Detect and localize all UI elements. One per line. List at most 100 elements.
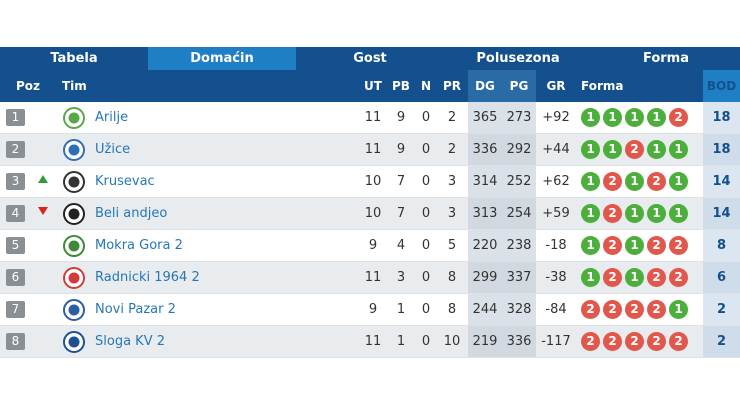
cell-gr: +44 (542, 142, 570, 157)
form-win-badge: 1 (581, 236, 600, 255)
form-loss-badge: 2 (603, 332, 622, 351)
team-name-link[interactable]: Užice (95, 142, 131, 157)
table-row: 8 Sloga KV 2 11 1 0 10 219 336 -117 2 2 2 2 2 2 (0, 326, 740, 358)
cell-dg: 244 (468, 294, 502, 326)
position-badge: 3 (6, 173, 25, 190)
table-row: 6 Radnicki 1964 2 11 3 0 8 299 337 -38 1 2 1 2 2 6 (0, 262, 740, 294)
form-loss-badge: 2 (603, 204, 622, 223)
form-win-badge: 1 (581, 268, 600, 287)
header-pb: PB (392, 79, 410, 93)
cell-n: 0 (421, 238, 431, 253)
cell-gr: +92 (542, 110, 570, 125)
tab-gost[interactable]: Gost (296, 47, 444, 70)
cell-pb: 7 (396, 174, 406, 189)
team-name-link[interactable]: Novi Pazar 2 (95, 302, 176, 317)
form-loss-badge: 2 (647, 172, 666, 191)
form-win-badge: 1 (625, 204, 644, 223)
team-name-link[interactable]: Beli andjeo (95, 206, 168, 221)
header-pr: PR (442, 79, 462, 93)
team-name-link[interactable]: Radnicki 1964 2 (95, 270, 200, 285)
cell-ut: 11 (364, 142, 382, 157)
tab-polusezona[interactable]: Polusezona (444, 47, 592, 70)
cell-pg: 328 (502, 294, 536, 326)
cell-ut: 11 (364, 110, 382, 125)
form-loss-badge: 2 (647, 300, 666, 319)
cell-ut: 10 (364, 174, 382, 189)
table-row: 5 Mokra Gora 2 9 4 0 5 220 238 -18 1 2 1 2 2 8 (0, 230, 740, 262)
tab-tabela[interactable]: Tabela (0, 47, 148, 70)
points-cell: 2 (703, 326, 740, 358)
tab-domacin[interactable]: Domaćin (148, 47, 296, 70)
header-tim: Tim (62, 79, 87, 93)
points-cell: 14 (703, 166, 740, 198)
form-loss-badge: 2 (581, 332, 600, 351)
form-win-badge: 1 (669, 204, 688, 223)
position-badge: 2 (6, 141, 25, 158)
team-logo-icon (63, 171, 85, 193)
form-loss-badge: 2 (647, 268, 666, 287)
cell-gr: +59 (542, 206, 570, 221)
cell-dg: 220 (468, 230, 502, 262)
form-loss-badge: 2 (669, 332, 688, 351)
position-badge: 1 (6, 109, 25, 126)
cell-pb: 9 (396, 110, 406, 125)
cell-pb: 3 (396, 270, 406, 285)
team-name-link[interactable]: Sloga KV 2 (95, 334, 165, 349)
cell-n: 0 (421, 142, 431, 157)
form-loss-badge: 2 (625, 300, 644, 319)
form-loss-badge: 2 (669, 268, 688, 287)
cell-ut: 10 (364, 206, 382, 221)
cell-dg: 314 (468, 166, 502, 198)
form-loss-badge: 2 (647, 332, 666, 351)
trend-up-icon (38, 175, 48, 183)
points-cell: 18 (703, 102, 740, 134)
cell-pb: 4 (396, 238, 406, 253)
cell-n: 0 (421, 110, 431, 125)
team-logo-icon (63, 139, 85, 161)
cell-pg: 292 (502, 134, 536, 166)
cell-pb: 9 (396, 142, 406, 157)
team-logo-icon (63, 107, 85, 129)
cell-pr: 10 (443, 334, 461, 349)
form-win-badge: 1 (669, 300, 688, 319)
position-badge: 8 (6, 333, 25, 350)
form-loss-badge: 2 (647, 236, 666, 255)
cell-pr: 3 (447, 206, 457, 221)
cell-gr: -117 (541, 334, 571, 349)
team-name-link[interactable]: Arilje (95, 110, 129, 125)
cell-pg: 238 (502, 230, 536, 262)
position-badge: 7 (6, 301, 25, 318)
form-win-badge: 1 (603, 140, 622, 159)
table-row: 4 Beli andjeo 10 7 0 3 313 254 +59 1 2 1 1 1 14 (0, 198, 740, 230)
form-win-badge: 1 (669, 172, 688, 191)
tab-bar: Tabela Domaćin Gost Polusezona Forma (0, 47, 740, 70)
cell-gr: -84 (545, 302, 567, 317)
form-win-badge: 1 (581, 108, 600, 127)
tab-forma[interactable]: Forma (592, 47, 740, 70)
cell-pr: 8 (447, 302, 457, 317)
team-name-link[interactable]: Mokra Gora 2 (95, 238, 183, 253)
form-win-badge: 1 (669, 140, 688, 159)
header-gr: GR (546, 79, 566, 93)
points-cell: 18 (703, 134, 740, 166)
cell-pg: 254 (502, 198, 536, 230)
cell-ut: 11 (364, 270, 382, 285)
team-name-link[interactable]: Krusevac (95, 174, 155, 189)
points-cell: 2 (703, 294, 740, 326)
cell-dg: 336 (468, 134, 502, 166)
position-badge: 4 (6, 205, 25, 222)
form-win-badge: 1 (625, 172, 644, 191)
form-win-badge: 1 (647, 108, 666, 127)
table-row: 2 Užice 11 9 0 2 336 292 +44 1 1 2 1 1 18 (0, 134, 740, 166)
cell-pb: 1 (396, 334, 406, 349)
cell-pr: 2 (447, 142, 457, 157)
form-loss-badge: 2 (625, 140, 644, 159)
header-poz: Poz (15, 79, 41, 93)
position-badge: 6 (6, 269, 25, 286)
table-header: Poz Tim UT PB N PR DG PG GR Forma BOD (0, 70, 740, 102)
cell-dg: 365 (468, 102, 502, 134)
